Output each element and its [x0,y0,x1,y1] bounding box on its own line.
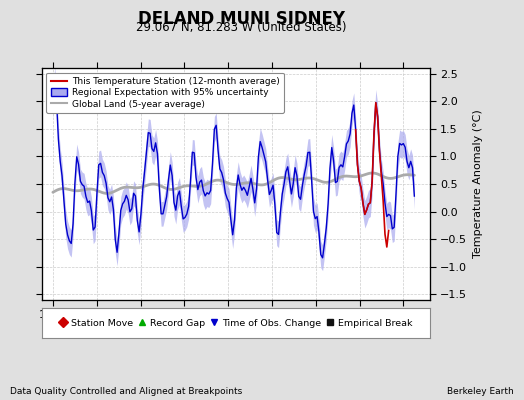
Y-axis label: Temperature Anomaly (°C): Temperature Anomaly (°C) [473,110,483,258]
Text: Berkeley Earth: Berkeley Earth [447,387,514,396]
Legend: Station Move, Record Gap, Time of Obs. Change, Empirical Break: Station Move, Record Gap, Time of Obs. C… [57,316,415,330]
Text: 29.067 N, 81.283 W (United States): 29.067 N, 81.283 W (United States) [136,21,346,34]
Text: DELAND MUNI SIDNEY: DELAND MUNI SIDNEY [137,10,345,28]
Text: Data Quality Controlled and Aligned at Breakpoints: Data Quality Controlled and Aligned at B… [10,387,243,396]
Legend: This Temperature Station (12-month average), Regional Expectation with 95% uncer: This Temperature Station (12-month avera… [47,72,284,113]
